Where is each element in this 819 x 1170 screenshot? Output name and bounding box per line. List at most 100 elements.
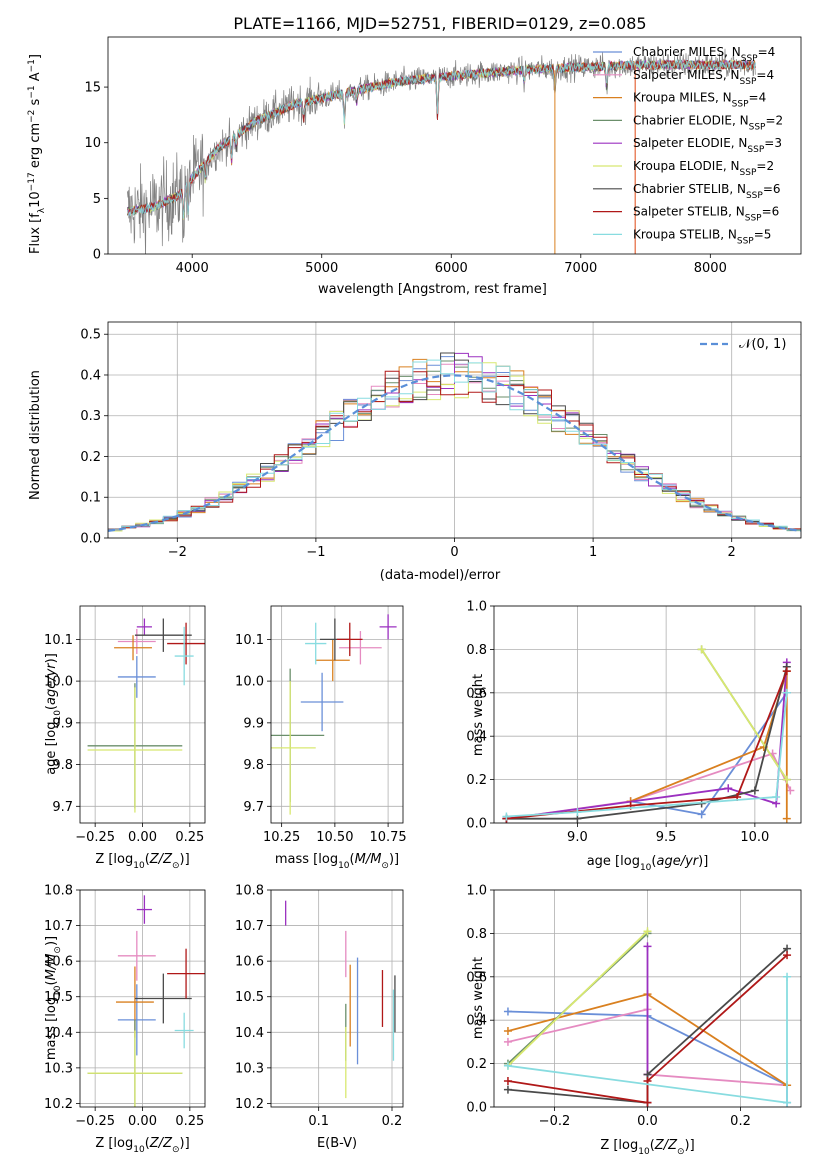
weight-point <box>573 808 582 817</box>
weight-point <box>643 1098 652 1107</box>
axes-frame <box>270 889 404 1108</box>
errorbar-salpeter-miles <box>117 628 156 654</box>
x-tick-label: 0.0 <box>637 1114 658 1129</box>
axes-frame <box>270 605 404 824</box>
y-tick-label: 10.1 <box>44 633 73 648</box>
y-tick-label: 5 <box>93 192 101 207</box>
weight-line <box>630 692 788 816</box>
weight-point <box>783 972 792 981</box>
errorbar-salpeter-stelib <box>337 622 363 657</box>
weight-point <box>503 1076 512 1085</box>
plot-area <box>503 927 792 1107</box>
plot-area <box>108 352 801 532</box>
y-tick-label: 10.4 <box>44 1026 73 1041</box>
panel-mass-vs-ebv <box>271 889 403 1107</box>
legend-label: Chabrier STELIB, NSSP=6 <box>633 182 781 201</box>
x-tick-label: 0.2 <box>382 1114 403 1129</box>
y-tick-label: 0.8 <box>466 643 487 658</box>
x-tick-label: 0.00 <box>128 830 157 845</box>
y-tick-label: 0.4 <box>80 368 101 383</box>
weight-point <box>772 792 781 801</box>
x-tick-label: 7000 <box>564 261 597 276</box>
frame-age-vs-mass: 10.25 10.50 10.75 9.7 9.8 9.9 10.0 10.1 mass [lo… <box>235 605 407 871</box>
panel-spectrum <box>126 48 756 254</box>
frame-weight-vs-Z: −0.2 0.0 0.2 0.0 0.2 0.4 0.6 0.8 1.0 Z [log10(Z/Z… <box>466 884 802 1157</box>
plot-area <box>285 900 396 1099</box>
errorbar-kroupa-elodie <box>271 681 316 815</box>
x-tick-label: 9.5 <box>656 830 677 845</box>
x-tick-label: 9.0 <box>567 830 588 845</box>
y-tick-label: 9.9 <box>243 716 264 731</box>
x-tick-label: 8000 <box>694 261 727 276</box>
weight-line <box>700 648 788 781</box>
y-axis-label: mass weight <box>471 674 486 756</box>
frame-weight-vs-age: 9.0 9.5 10.0 0.0 0.2 0.4 0.6 0.8 1.0 age [log10(a… <box>466 600 802 873</box>
errorbar-kroupa-elodie <box>87 687 183 813</box>
plot-area <box>271 614 397 815</box>
y-tick-label: 9.9 <box>52 716 73 731</box>
legend-label: Chabrier ELODIE, NSSP=2 <box>633 113 783 132</box>
y-tick-label: 0.2 <box>466 773 487 788</box>
errorbar-salpeter-stelib <box>167 948 205 999</box>
weight-series-salpeter-elodie <box>502 658 791 823</box>
y-tick-label: 0 <box>93 248 101 263</box>
x-axis-label: (data-model)/error <box>380 568 501 583</box>
x-tick-label: 10.25 <box>263 830 300 845</box>
y-tick-label: 0.2 <box>80 450 101 465</box>
weight-series-kroupa-elodie <box>697 645 791 784</box>
histogram-chabrier-stelib <box>108 352 801 530</box>
legend-label: Kroupa STELIB, NSSP=5 <box>633 227 771 246</box>
y-tick-label: 0.0 <box>466 817 487 832</box>
errorbar-kroupa-stelib <box>174 1012 194 1049</box>
y-tick-label: 0.0 <box>466 1101 487 1116</box>
weight-point <box>782 814 791 823</box>
y-axis-label: Flux [fλ10−17 erg cm−2 s−1 A−1] <box>27 54 47 254</box>
panel-age-vs-mass <box>271 606 403 823</box>
y-tick-label: 9.8 <box>52 758 73 773</box>
axes-frame <box>107 36 802 255</box>
weight-point <box>502 812 511 821</box>
errorbar-salpeter-elodie <box>136 618 152 636</box>
y-tick-label: 9.7 <box>52 800 73 815</box>
x-tick-label: 0.25 <box>175 1114 204 1129</box>
frame-residuals: −2 −1 0 1 2 0.0 0.1 0.2 0.3 0.4 0.5 𝒩(0, 1) (data-mo… <box>28 321 802 583</box>
panel-weight-vs-Z <box>494 889 801 1108</box>
y-tick-label: 9.7 <box>243 800 264 815</box>
y-tick-label: 10.3 <box>44 1061 73 1076</box>
y-tick-label: 10.5 <box>235 990 264 1005</box>
frame-spectrum: 4000 5000 6000 7000 8000 0 5 10 15 Chabrier MILES… <box>27 36 802 297</box>
plot-area <box>502 645 795 823</box>
y-tick-label: 0.6 <box>466 686 487 701</box>
x-axis-label: mass [log10(M/M⊙)] <box>275 852 399 871</box>
errorbar-kroupa-miles <box>315 639 350 682</box>
x-axis-label: Z [log10(Z/Z⊙)] <box>95 1136 189 1155</box>
weight-point <box>782 667 791 676</box>
x-tick-label: 0.2 <box>730 1114 751 1129</box>
y-tick-label: 0.1 <box>80 491 101 506</box>
y-tick-label: 9.8 <box>243 758 264 773</box>
weight-point <box>503 1061 512 1070</box>
y-tick-label: 10.5 <box>44 990 73 1005</box>
histogram-salpeter-elodie <box>108 352 801 532</box>
weight-point <box>782 775 791 784</box>
y-tick-label: 10.3 <box>235 1061 264 1076</box>
y-tick-label: 10.7 <box>235 919 264 934</box>
x-tick-label: 0 <box>450 545 458 560</box>
errorbar-kroupa-elodie <box>87 1030 183 1107</box>
legend-label: 𝒩(0, 1) <box>739 337 786 352</box>
weight-point <box>643 942 652 951</box>
x-tick-label: −0.25 <box>75 1114 115 1129</box>
legend-label: Chabrier MILES, NSSP=4 <box>633 45 775 64</box>
y-tick-label: 0.0 <box>80 532 101 547</box>
weight-point <box>783 1098 792 1107</box>
frame-age-vs-Z: −0.25 0.00 0.25 9.7 9.8 9.9 10.0 10.1 Z [log10(Z… <box>44 605 206 871</box>
x-tick-label: 10.50 <box>316 830 353 845</box>
x-tick-label: 10.75 <box>369 830 406 845</box>
legend-label: Kroupa MILES, NSSP=4 <box>633 91 766 110</box>
x-tick-label: 1 <box>589 545 597 560</box>
x-tick-label: 0.1 <box>308 1114 329 1129</box>
y-axis-label: age [log10(age/yr)] <box>44 653 63 775</box>
weight-point <box>503 1007 512 1016</box>
weight-point <box>503 1027 512 1036</box>
y-tick-label: 10.8 <box>235 884 264 899</box>
